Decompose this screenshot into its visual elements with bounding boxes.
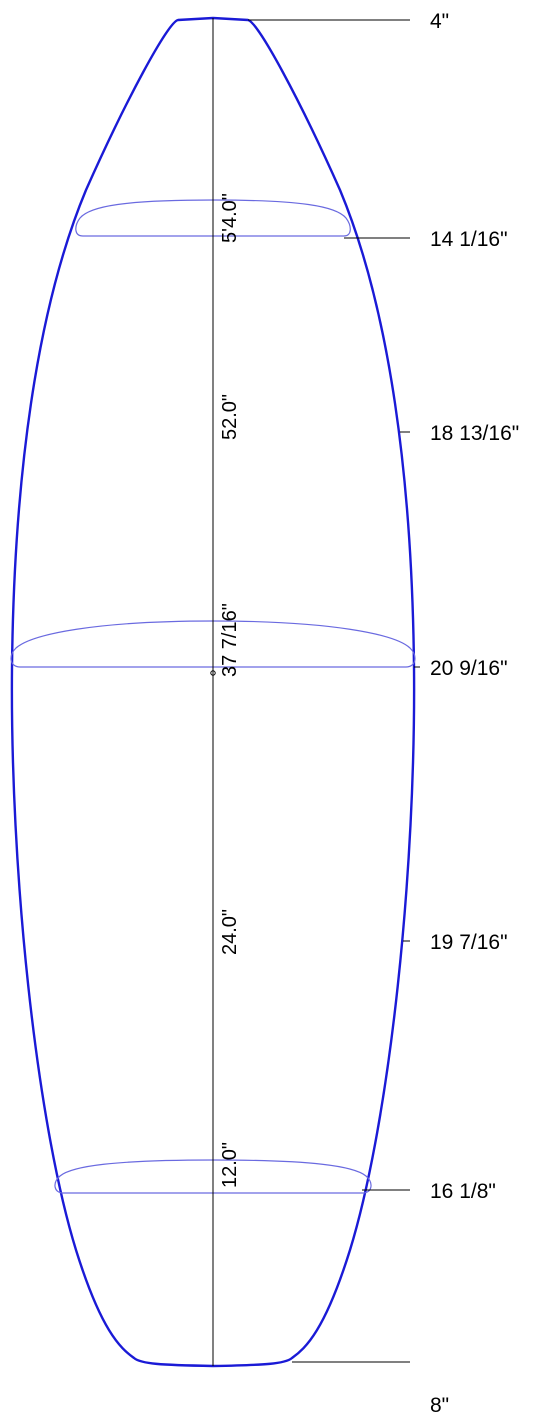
nose-12-width-label: 14 1/16" (430, 228, 508, 251)
nose-width-label: 4" (430, 10, 449, 33)
wide-point-width-label: 20 9/16" (430, 657, 508, 680)
quarter-tail-width-label: 19 7/16" (430, 931, 508, 954)
upper-station-label: 52.0" (219, 394, 241, 440)
wide-point-marker (210, 670, 216, 676)
tail-12-width-label: 16 1/8" (430, 1180, 496, 1203)
nose-station-label: 5'4.0" (219, 193, 241, 243)
wide-point-station-label: 37 7/16" (219, 603, 241, 677)
lower-station-label: 24.0" (219, 909, 241, 955)
tail-station-label: 12.0" (219, 1142, 241, 1188)
tail-width-label: 8" (430, 1394, 449, 1416)
quarter-nose-width-label: 18 13/16" (430, 422, 519, 445)
